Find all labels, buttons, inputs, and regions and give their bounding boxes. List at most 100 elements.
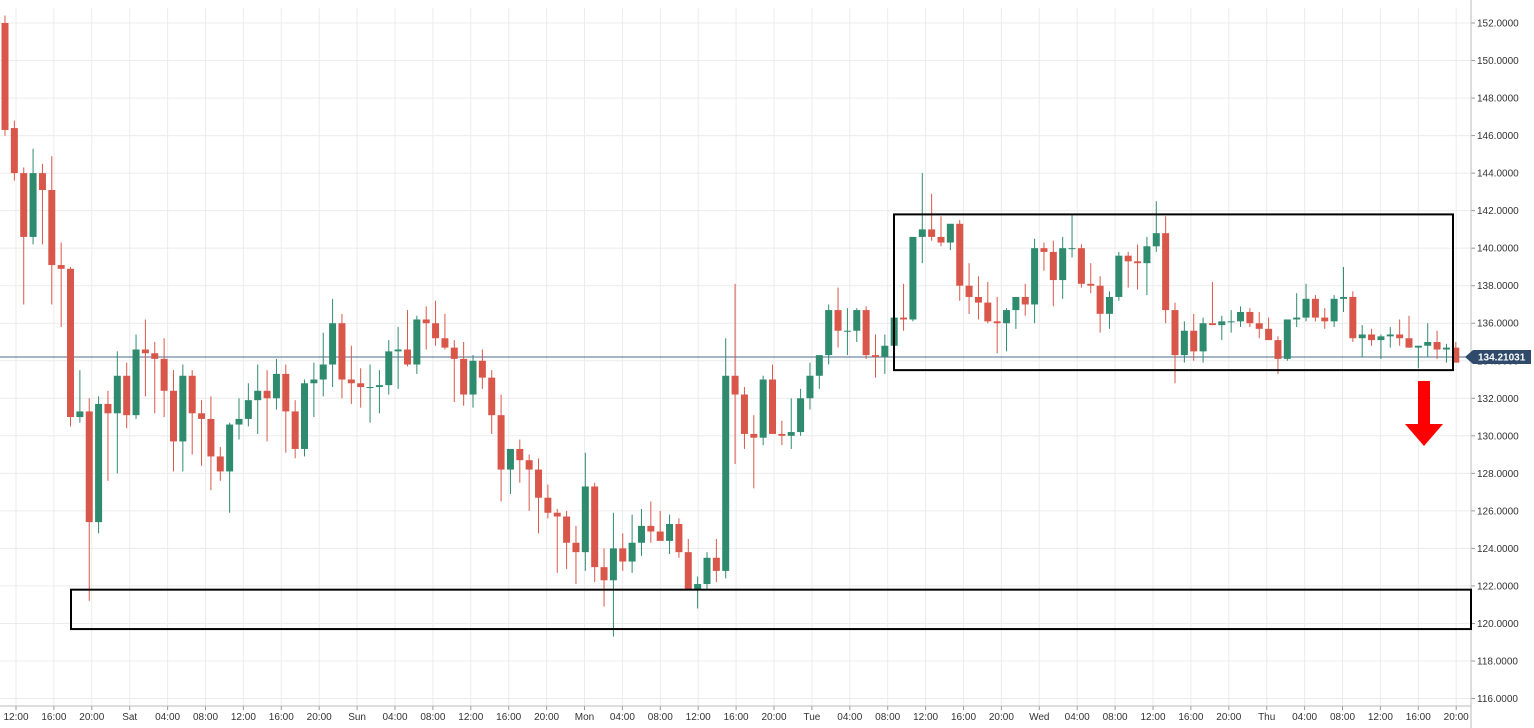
x-tick-label: Mon <box>575 712 594 723</box>
y-tick-label: 118.0000 <box>1477 656 1518 667</box>
candle-body <box>151 353 159 359</box>
candle-body <box>1330 298 1338 322</box>
candle-body <box>928 229 936 237</box>
candle-body <box>1171 310 1179 356</box>
candle-body <box>553 512 561 517</box>
candle-body <box>1105 296 1113 314</box>
candle-body <box>1040 248 1048 252</box>
y-tick-label: 120.0000 <box>1477 619 1519 630</box>
candle-body <box>909 236 917 320</box>
candle-body <box>1368 334 1376 341</box>
candle-body <box>591 486 599 568</box>
candle-body <box>1190 330 1198 352</box>
candle-body <box>956 223 964 286</box>
candle-body <box>1396 334 1404 339</box>
candle-body <box>1321 317 1329 322</box>
candle-body <box>656 531 664 541</box>
x-tick-label: 12:00 <box>231 712 256 723</box>
candle-body <box>993 321 1001 324</box>
candle-body <box>1124 255 1132 262</box>
x-tick-label: 12:00 <box>686 712 711 723</box>
candle-body <box>563 516 571 543</box>
candle-body <box>1143 246 1151 264</box>
x-tick-label: 04:00 <box>1292 712 1317 723</box>
candle-body <box>216 456 224 472</box>
x-tick-label: 16:00 <box>496 712 521 723</box>
candle-body <box>750 433 758 438</box>
candle-body <box>722 375 730 571</box>
x-tick-label: 08:00 <box>648 712 673 723</box>
candle-body <box>10 128 18 174</box>
x-tick-label: 12:00 <box>913 712 938 723</box>
candle-body <box>525 460 533 470</box>
down-arrow-head <box>1405 424 1443 446</box>
consolidation-range-box <box>893 213 1454 372</box>
candle-body <box>1021 296 1029 305</box>
candle-body <box>207 418 215 457</box>
candle-body <box>450 347 458 359</box>
candle-body <box>759 379 767 438</box>
candle-body <box>684 552 692 590</box>
candle-body <box>1096 285 1104 314</box>
candle-body <box>403 349 411 365</box>
candle-body <box>834 310 842 331</box>
candle-body <box>1442 347 1450 350</box>
candle-body <box>1302 298 1310 318</box>
candle-body <box>113 375 121 414</box>
y-tick-label: 140.0000 <box>1477 244 1519 255</box>
candle-body <box>647 525 655 532</box>
candle-body <box>769 379 777 434</box>
current-price-tag <box>1465 350 1531 364</box>
candle-body <box>581 486 589 553</box>
y-tick-label: 144.0000 <box>1477 169 1519 180</box>
candle-body <box>432 323 440 339</box>
candle-body <box>1059 248 1067 281</box>
y-tick-label: 124.0000 <box>1477 544 1519 555</box>
x-tick-label: Thu <box>1258 712 1275 723</box>
candle-body <box>694 584 702 590</box>
x-tick-label: 16:00 <box>41 712 66 723</box>
candle-body <box>422 319 430 324</box>
candle-body <box>1246 311 1254 324</box>
down-arrow-shaft <box>1418 381 1430 425</box>
candle-body <box>272 373 280 399</box>
candle-body <box>900 317 908 320</box>
candle-body <box>141 349 149 354</box>
candle-body <box>385 351 393 386</box>
y-tick-label: 136.0000 <box>1477 319 1519 330</box>
candle-body <box>965 285 973 297</box>
candle-body <box>263 390 271 399</box>
candle-body <box>1087 283 1095 286</box>
candle-body <box>506 448 514 470</box>
candle-body <box>198 413 206 419</box>
candle-body <box>825 310 833 356</box>
candle-body <box>535 469 543 498</box>
candle-body <box>1283 319 1291 359</box>
candle-body <box>1265 328 1273 341</box>
x-tick-label: 12:00 <box>1368 712 1393 723</box>
x-tick-label: Sat <box>122 712 137 723</box>
candle-body <box>104 403 112 414</box>
x-tick-label: 20:00 <box>989 712 1014 723</box>
candle-body <box>1452 347 1460 363</box>
candle-body <box>1414 345 1422 348</box>
candle-body <box>469 360 477 395</box>
candle-body <box>478 360 486 378</box>
candle-body <box>20 173 28 237</box>
y-tick-label: 116.0000 <box>1477 694 1518 705</box>
x-tick-label: 16:00 <box>1178 712 1203 723</box>
candle-body <box>1237 311 1245 322</box>
candle-body <box>1293 317 1301 320</box>
candle-body <box>1012 296 1020 311</box>
candle-body <box>572 542 580 553</box>
x-tick-label: 04:00 <box>382 712 407 723</box>
candle-body <box>843 330 851 332</box>
x-tick-label: 12:00 <box>3 712 28 723</box>
candle-body <box>254 390 262 401</box>
candle-body <box>394 349 402 352</box>
x-tick-label: 08:00 <box>1330 712 1355 723</box>
candle-body <box>329 323 337 365</box>
candle-body <box>38 173 46 191</box>
